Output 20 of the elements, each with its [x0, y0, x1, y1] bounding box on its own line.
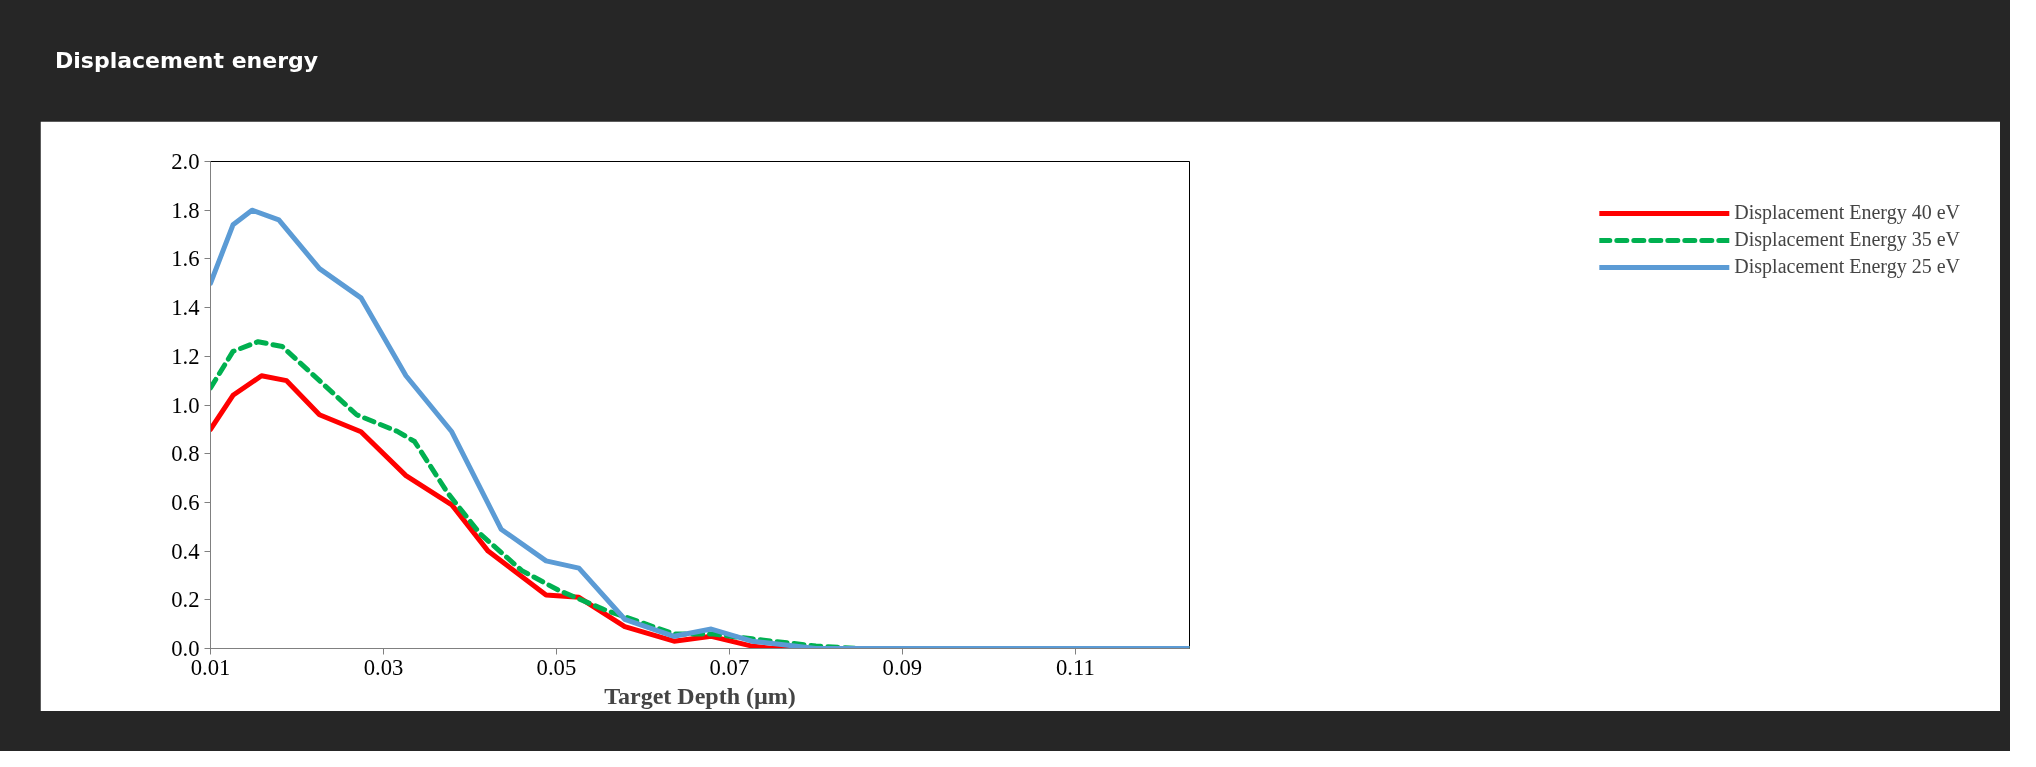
y-tick-label: 1.0 [171, 392, 200, 418]
text: Displacement Energy 35 eV [1734, 228, 1960, 252]
text: Displacement Energy 25 eV [1734, 255, 1960, 279]
y-tick-label: 2.0 [171, 149, 200, 175]
y-tick-label: 0.2 [171, 587, 200, 613]
x-tick-label: 0.09 [882, 654, 923, 680]
y-tick-label: 1.6 [171, 246, 200, 272]
y-tick-label: 0.8 [171, 441, 200, 467]
y-tick-label: 0.4 [171, 539, 200, 565]
x-tick-label: 0.05 [536, 654, 577, 680]
x-axis-title: Target Depth (µm) [604, 682, 796, 709]
y-tick-label: 1.8 [171, 198, 200, 224]
y-tick-label: 1.4 [171, 295, 200, 321]
text: Displacement Energy 40 eV [1734, 201, 1960, 225]
y-tick-label: 1.2 [171, 344, 200, 370]
x-tick-label: 0.03 [363, 654, 404, 680]
x-tick-label: 0.07 [709, 654, 750, 680]
x-tick-label: 0.11 [1055, 654, 1095, 680]
chart-title: Displacement energy [55, 47, 319, 75]
y-tick-label: 0.6 [171, 490, 200, 516]
